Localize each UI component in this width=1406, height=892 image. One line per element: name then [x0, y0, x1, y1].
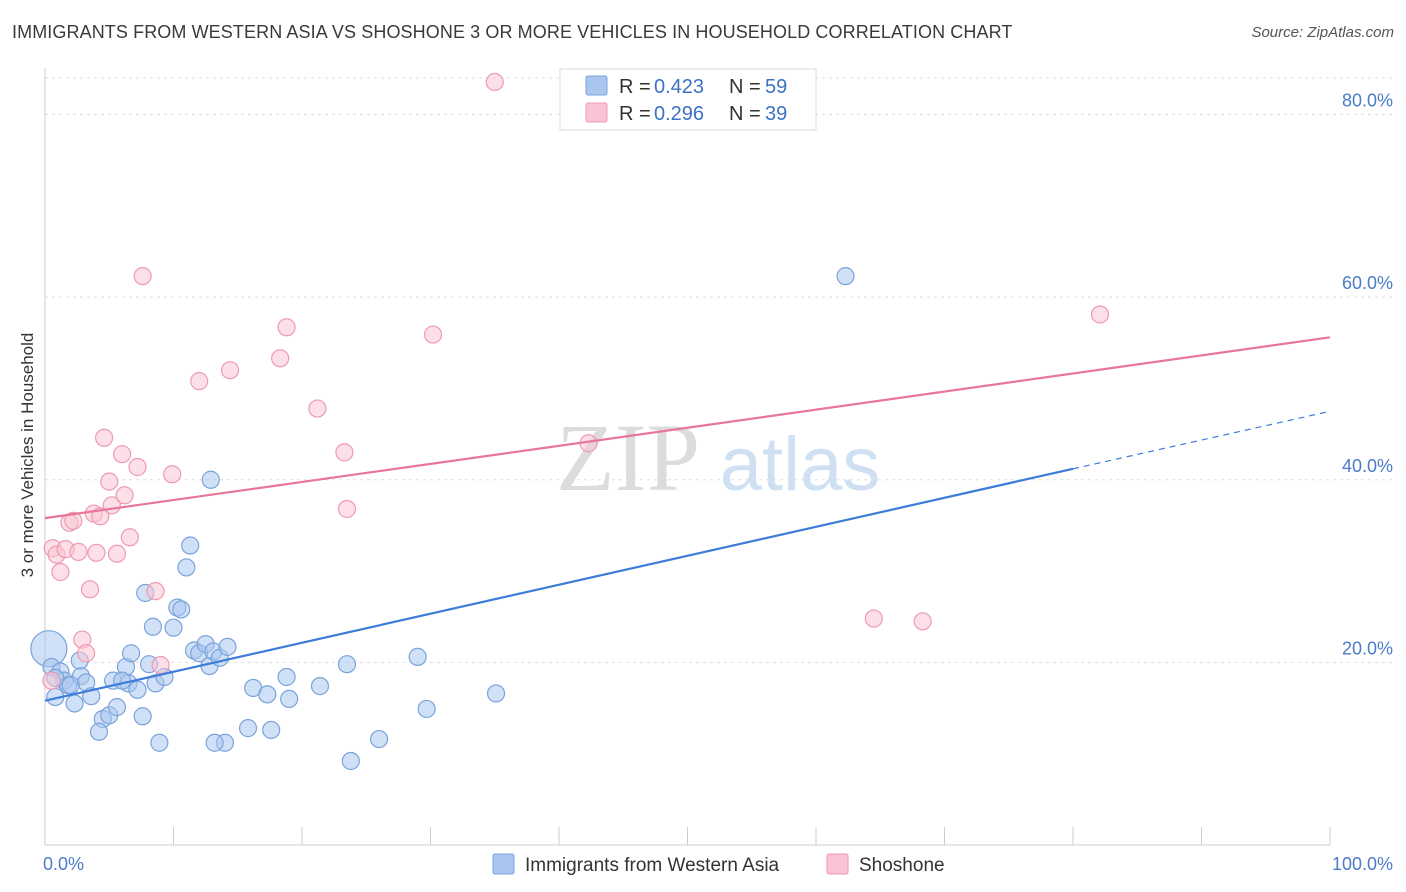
- point-shoshone-28: [271, 349, 290, 368]
- point-shoshone-33: [423, 325, 443, 344]
- point-shoshone-30: [308, 399, 327, 418]
- point-western-asia-54: [486, 684, 506, 703]
- point-shoshone-38: [1090, 305, 1110, 324]
- watermark: ZIP atlas: [556, 404, 880, 511]
- bottom-legend-swatch-shoshone: [826, 853, 849, 875]
- y-tick-label-80: 80.0%: [1342, 91, 1393, 111]
- point-shoshone-17: [107, 544, 127, 563]
- legend-n-label-1: N =: [729, 76, 761, 98]
- point-western-asia-12: [89, 722, 109, 741]
- point-western-asia-46: [277, 667, 296, 687]
- point-shoshone-14: [95, 428, 114, 447]
- watermark-atlas: atlas: [720, 422, 881, 507]
- chart-title: IMMIGRANTS FROM WESTERN ASIA VS SHOSHONE…: [12, 22, 1013, 42]
- legend-r-value-2: 0.296: [654, 103, 704, 125]
- point-shoshone-15: [100, 472, 119, 491]
- point-western-asia-40: [201, 470, 220, 489]
- point-shoshone-37: [913, 612, 932, 631]
- y-tick-label-40: 40.0%: [1342, 456, 1393, 476]
- legend-swatch-shoshone: [585, 102, 608, 123]
- trend-lines: [44, 336, 1331, 702]
- bottom-legend: Immigrants from Western Asia Shoshone: [492, 853, 945, 876]
- point-western-asia-14: [107, 698, 127, 717]
- y-tick-label-60: 60.0%: [1342, 273, 1393, 293]
- legend-r-label-1: R =: [619, 76, 651, 98]
- legend: R = 0.423 N = 59 R = 0.296 N = 39: [559, 68, 817, 131]
- point-shoshone-12: [87, 543, 106, 562]
- data-points: [30, 72, 1110, 771]
- legend-r-value-1: 0.423: [654, 76, 704, 98]
- source-credit: Source: ZipAtlas.com: [1251, 24, 1394, 41]
- point-shoshone-25: [163, 465, 182, 484]
- point-western-asia-42: [238, 719, 258, 738]
- point-shoshone-9: [77, 644, 96, 663]
- point-western-asia-52: [408, 647, 427, 667]
- point-shoshone-10: [80, 580, 100, 599]
- point-western-asia-51: [370, 729, 389, 749]
- point-shoshone-32: [337, 499, 357, 519]
- point-western-asia-48: [310, 677, 330, 696]
- point-shoshone-29: [277, 318, 296, 337]
- point-western-asia-31: [181, 536, 200, 555]
- point-western-asia-55: [836, 267, 855, 286]
- point-shoshone-19: [115, 486, 134, 505]
- point-shoshone-6: [64, 511, 83, 530]
- axes: [44, 68, 1331, 846]
- point-western-asia-27: [164, 618, 183, 637]
- point-western-asia-53: [417, 699, 436, 719]
- point-shoshone-18: [112, 445, 132, 464]
- point-shoshone-22: [133, 267, 152, 286]
- point-western-asia-41: [205, 733, 224, 752]
- trend-line-shoshone: [44, 336, 1331, 520]
- bottom-legend-label-western-asia: Immigrants from Western Asia: [525, 855, 780, 876]
- point-western-asia-30: [177, 558, 196, 577]
- point-western-asia-39: [218, 637, 237, 656]
- point-shoshone-21: [128, 457, 147, 477]
- bottom-legend-swatch-western-asia: [492, 853, 515, 875]
- point-western-asia-29: [172, 600, 191, 619]
- point-western-asia-20: [133, 707, 152, 726]
- y-tick-label-20: 20.0%: [1342, 638, 1393, 658]
- legend-n-label-2: N =: [729, 103, 761, 125]
- point-shoshone-20: [120, 528, 139, 547]
- point-western-asia-47: [280, 689, 299, 709]
- tick-labels: 20.0% 40.0% 60.0% 80.0% 0.0% 100.0%: [43, 91, 1393, 874]
- x-tick-label-100: 100.0%: [1332, 854, 1393, 874]
- point-western-asia-45: [262, 720, 281, 740]
- trend-line-western-asia-extension: [1072, 410, 1331, 470]
- point-western-asia-19: [128, 680, 147, 699]
- legend-n-value-1: 59: [765, 76, 787, 98]
- legend-r-label-2: R =: [619, 103, 651, 125]
- point-western-asia-17: [121, 644, 141, 663]
- trend-line-western-asia: [44, 467, 1074, 702]
- gridlines: [45, 77, 1392, 663]
- point-shoshone-7: [69, 542, 88, 561]
- bottom-legend-label-shoshone: Shoshone: [859, 855, 945, 876]
- point-western-asia-25: [150, 733, 169, 752]
- point-shoshone-24: [151, 656, 170, 675]
- point-western-asia-57: [61, 676, 80, 695]
- point-shoshone-36: [864, 609, 883, 628]
- point-western-asia-50: [341, 751, 360, 771]
- point-shoshone-34: [485, 72, 504, 92]
- point-shoshone-23: [146, 582, 165, 601]
- point-shoshone-26: [190, 372, 209, 391]
- watermark-zip: ZIP: [556, 404, 700, 511]
- legend-swatch-western-asia: [585, 75, 608, 96]
- legend-n-value-2: 39: [765, 103, 787, 125]
- point-western-asia-6: [65, 694, 84, 713]
- point-western-asia-44: [258, 685, 277, 704]
- point-western-asia-49: [337, 655, 357, 674]
- point-western-asia-23: [143, 617, 163, 636]
- point-shoshone-0: [42, 671, 61, 690]
- point-shoshone-27: [220, 361, 240, 380]
- point-western-asia-58: [112, 671, 132, 690]
- x-tick-label-0: 0.0%: [43, 854, 84, 874]
- point-shoshone-3: [51, 562, 70, 582]
- point-shoshone-31: [335, 443, 354, 462]
